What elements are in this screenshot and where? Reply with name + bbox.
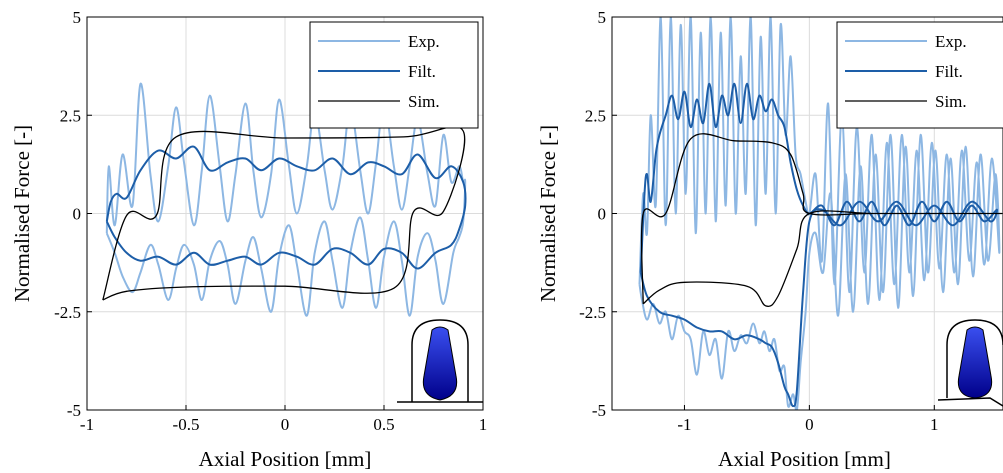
y-tick-label: 2.5 bbox=[585, 106, 606, 125]
x-tick-label: -1 bbox=[677, 415, 691, 434]
y-axis-label: Normalised Force [-] bbox=[10, 125, 34, 302]
y-tick-label: -5 bbox=[592, 401, 606, 420]
x-axis-label: Axial Position [mm] bbox=[718, 447, 891, 471]
legend-label: Filt. bbox=[408, 62, 436, 81]
legend-label: Filt. bbox=[935, 62, 963, 81]
x-tick-label: 0 bbox=[281, 415, 290, 434]
data-line bbox=[105, 145, 467, 270]
x-tick-label: 1 bbox=[479, 415, 488, 434]
x-axis-label: Axial Position [mm] bbox=[199, 447, 372, 471]
y-tick-label: -5 bbox=[67, 401, 81, 420]
series-group bbox=[638, 17, 1003, 410]
data-line bbox=[640, 133, 1003, 308]
y-tick-label: 2.5 bbox=[60, 106, 81, 125]
panel: -1 0 1 -5 -2.5 0 2.5 5 Axial Position [mm] Normal… bbox=[536, 8, 1003, 471]
y-tick-label: -2.5 bbox=[54, 303, 81, 322]
legend-box bbox=[836, 21, 1003, 129]
plot-layer: -1 -0.5 0 0.5 1 -5 -2.5 0 2.5 5 Axial Position [mm… bbox=[10, 8, 1003, 471]
legend-label: Exp. bbox=[935, 32, 967, 51]
x-tick-label: 1 bbox=[930, 415, 939, 434]
series-group bbox=[102, 82, 467, 317]
x-tick-label: -1 bbox=[80, 415, 94, 434]
panel: -1 -0.5 0 0.5 1 -5 -2.5 0 2.5 5 Axial Position [mm… bbox=[10, 8, 487, 471]
x-tick-label: 0.5 bbox=[373, 415, 394, 434]
y-tick-label: 0 bbox=[73, 205, 82, 224]
y-tick-label: 5 bbox=[73, 8, 82, 27]
y-tick-label: 0 bbox=[598, 205, 607, 224]
legend: Exp. Filt. Sim. bbox=[836, 21, 1003, 129]
y-tick-label: -2.5 bbox=[579, 303, 606, 322]
legend-label: Exp. bbox=[408, 32, 440, 51]
legend: Exp. Filt. Sim. bbox=[309, 21, 479, 129]
y-tick-label: 5 bbox=[598, 8, 607, 27]
y-axis-label: Normalised Force [-] bbox=[536, 125, 560, 302]
x-tick-label: 0 bbox=[805, 415, 814, 434]
legend-label: Sim. bbox=[408, 92, 440, 111]
data-line bbox=[105, 82, 467, 317]
legend-label: Sim. bbox=[935, 92, 967, 111]
inset-icon bbox=[937, 319, 1003, 407]
x-tick-label: -0.5 bbox=[173, 415, 200, 434]
axes-frame bbox=[86, 16, 484, 411]
inset-icon bbox=[397, 319, 483, 403]
axes-frame bbox=[611, 16, 1003, 411]
data-line bbox=[102, 125, 466, 301]
legend-box bbox=[309, 21, 479, 129]
data-line bbox=[639, 82, 998, 408]
